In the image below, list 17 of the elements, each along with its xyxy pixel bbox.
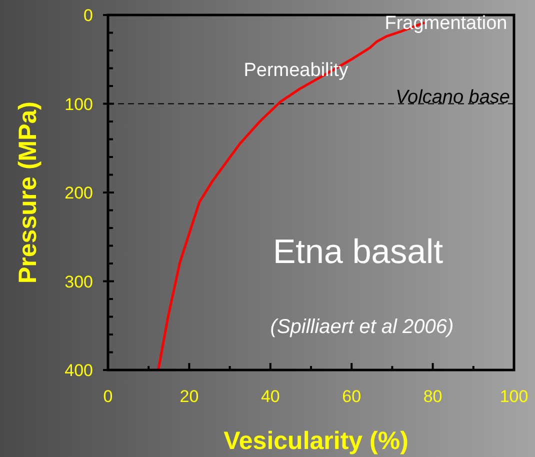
x-tick-label: 60	[342, 387, 362, 406]
y-tick-label: 300	[64, 272, 93, 292]
x-tick-label: 0	[103, 387, 113, 406]
x-axis-title: Vesicularity (%)	[224, 427, 408, 455]
y-axis-title: Pressure (MPa)	[14, 101, 42, 284]
x-tick-label: 80	[423, 387, 442, 406]
y-tick-label: 200	[64, 184, 93, 202]
y-tick-label: 400	[64, 361, 93, 380]
ref-line-label: Volcano base	[396, 86, 510, 108]
x-tick-label: 100	[500, 387, 528, 406]
annotation: Fragmentation	[384, 13, 508, 34]
y-tick-label: 0	[84, 6, 93, 25]
annotation: (Spilliaert et al 2006)	[270, 316, 454, 338]
x-tick-label: 40	[260, 387, 280, 406]
y-tick-label: 100	[64, 94, 93, 114]
annotation: Etna basalt	[272, 233, 444, 271]
x-tick-label: 20	[180, 387, 199, 406]
